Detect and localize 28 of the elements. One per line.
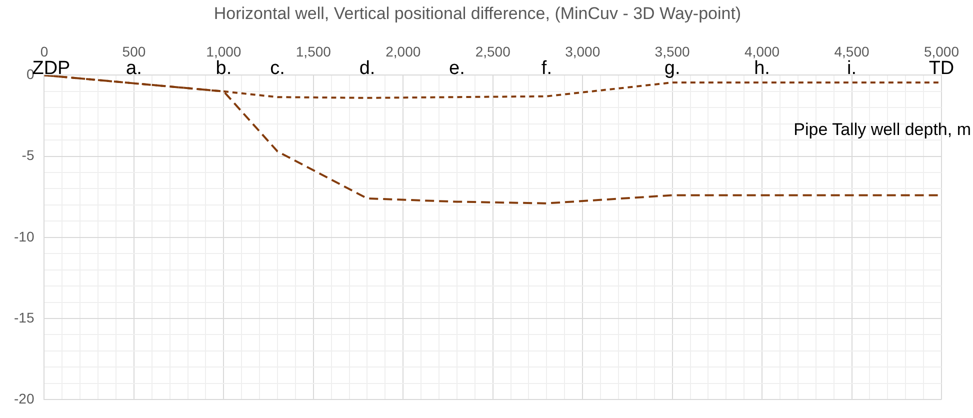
chart-title: Horizontal well, Vertical positional difference, (MinCuv - 3D Way-point) xyxy=(214,4,742,23)
x-tick-label: 500 xyxy=(122,44,146,60)
annotation: e. xyxy=(449,58,465,79)
annotation: c. xyxy=(270,58,285,79)
annotation: h. xyxy=(754,58,770,79)
x-tick-label: 4,000 xyxy=(744,44,780,60)
x-tick-label: 5,000 xyxy=(924,44,960,60)
annotation: f. xyxy=(541,58,552,79)
annotation: g. xyxy=(664,58,680,79)
x-tick-label: 2,000 xyxy=(386,44,421,60)
y-tick-label: -20 xyxy=(14,390,34,406)
y-tick-label: 0 xyxy=(26,66,34,82)
x-tick-label: 4,500 xyxy=(834,44,870,60)
y-tick-label: -5 xyxy=(22,147,34,164)
x-tick-label: 1,500 xyxy=(296,44,332,60)
y-tick-label: -15 xyxy=(14,309,34,326)
x-tick-label: 1,000 xyxy=(206,44,242,60)
x-tick-label: 3,000 xyxy=(565,44,600,60)
annotation: a. xyxy=(126,58,142,79)
x-tick-label: 2,500 xyxy=(475,44,511,60)
x-tick-label: 0 xyxy=(40,44,48,60)
x-axis-title: Pipe Tally well depth, m xyxy=(794,120,971,140)
annotation: b. xyxy=(216,58,232,79)
annotation: TD xyxy=(928,58,954,79)
x-tick-label: 3,500 xyxy=(654,44,690,60)
annotation: i. xyxy=(847,58,857,79)
annotation: d. xyxy=(359,58,376,79)
y-tick-label: -10 xyxy=(14,228,34,244)
